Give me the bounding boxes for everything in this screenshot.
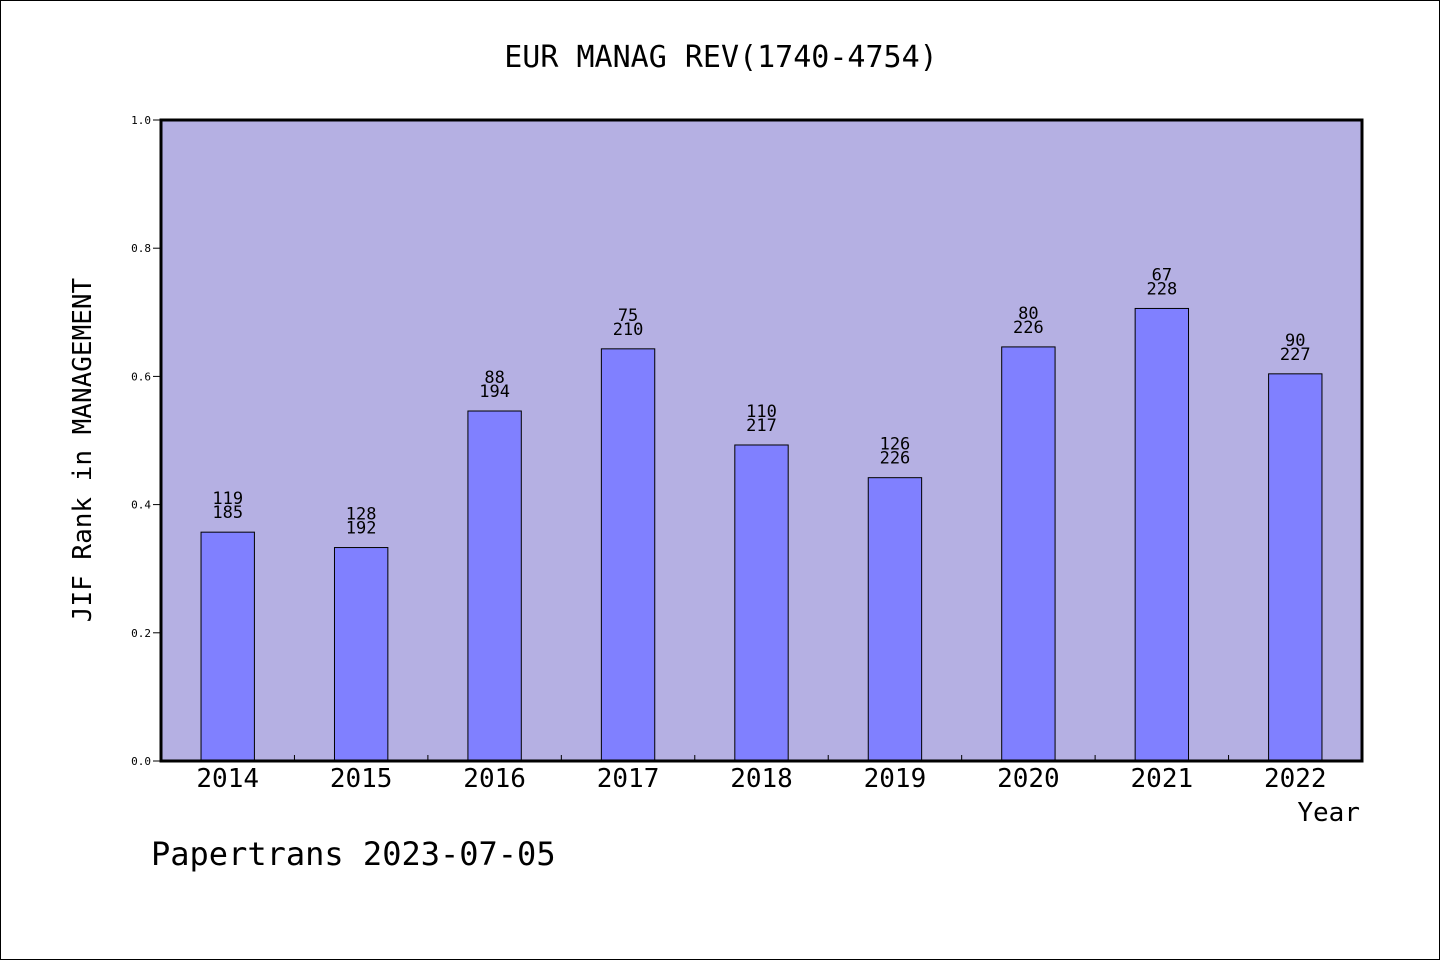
bar-2016 (467, 410, 522, 762)
bar-total-label: 228 (1146, 279, 1177, 299)
x-tick-label: 2017 (597, 764, 660, 794)
x-tick-label: 2021 (1131, 764, 1194, 794)
bar-2017 (600, 348, 656, 762)
x-tick-label: 2022 (1264, 764, 1327, 794)
y-tick-label: 0.4 (131, 499, 151, 512)
bar-rank-label: 128 (346, 505, 377, 525)
bar-total-label: 192 (346, 519, 377, 539)
x-axis-label: Year (1297, 798, 1360, 828)
bar-rank-label: 67 (1152, 265, 1172, 285)
y-axis: 0.0 0.2 0.4 0.6 0.8 1.0 (131, 114, 161, 768)
bar-2018 (734, 444, 789, 762)
bar-2020 (1001, 346, 1056, 762)
bar-2022 (1268, 373, 1323, 762)
y-tick-label: 0.6 (131, 370, 151, 383)
bar-2019 (867, 477, 923, 762)
bar-total-label: 227 (1280, 345, 1311, 365)
bar-total-label: 217 (746, 416, 777, 436)
x-tick-label: 2014 (196, 764, 259, 794)
bar-rank-label: 110 (746, 402, 777, 422)
bar-rank-label: 119 (212, 489, 243, 509)
y-axis-label: JIF Rank in MANAGEMENT (68, 277, 98, 622)
y-tick-label: 1.0 (131, 114, 151, 127)
bar-rank-label: 126 (880, 435, 911, 455)
bar-total-label: 226 (1013, 318, 1044, 338)
bar-rank-label: 75 (618, 306, 638, 326)
x-tick-label: 2020 (997, 764, 1060, 794)
bar-rank-label: 88 (484, 368, 504, 388)
plot-border (159, 118, 1364, 763)
x-axis: 2014 2015 2016 2017 2018 2019 2020 2021 2022 (196, 755, 1327, 794)
bar-total-label: 226 (880, 449, 911, 469)
bar-total-label: 185 (212, 503, 243, 523)
y-tick-label: 0.0 (131, 755, 151, 768)
x-tick-label: 2016 (463, 764, 526, 794)
bar-total-label: 194 (479, 382, 510, 402)
footer-text: Papertrans 2023-07-05 (151, 835, 556, 873)
bar-2021 (1134, 307, 1190, 762)
chart-title: EUR MANAG REV(1740-4754) (504, 40, 937, 75)
bar-2014 (200, 531, 255, 762)
bar-rank-label: 90 (1285, 331, 1305, 351)
y-tick-label: 0.8 (131, 242, 151, 255)
x-tick-label: 2015 (330, 764, 393, 794)
bar-rank-label: 80 (1018, 304, 1038, 324)
bar-total-label: 210 (613, 320, 644, 340)
y-tick-label: 0.2 (131, 627, 151, 640)
bars (200, 307, 1323, 762)
bar-2015 (333, 547, 389, 762)
x-tick-label: 2019 (864, 764, 927, 794)
x-tick-label: 2018 (730, 764, 793, 794)
